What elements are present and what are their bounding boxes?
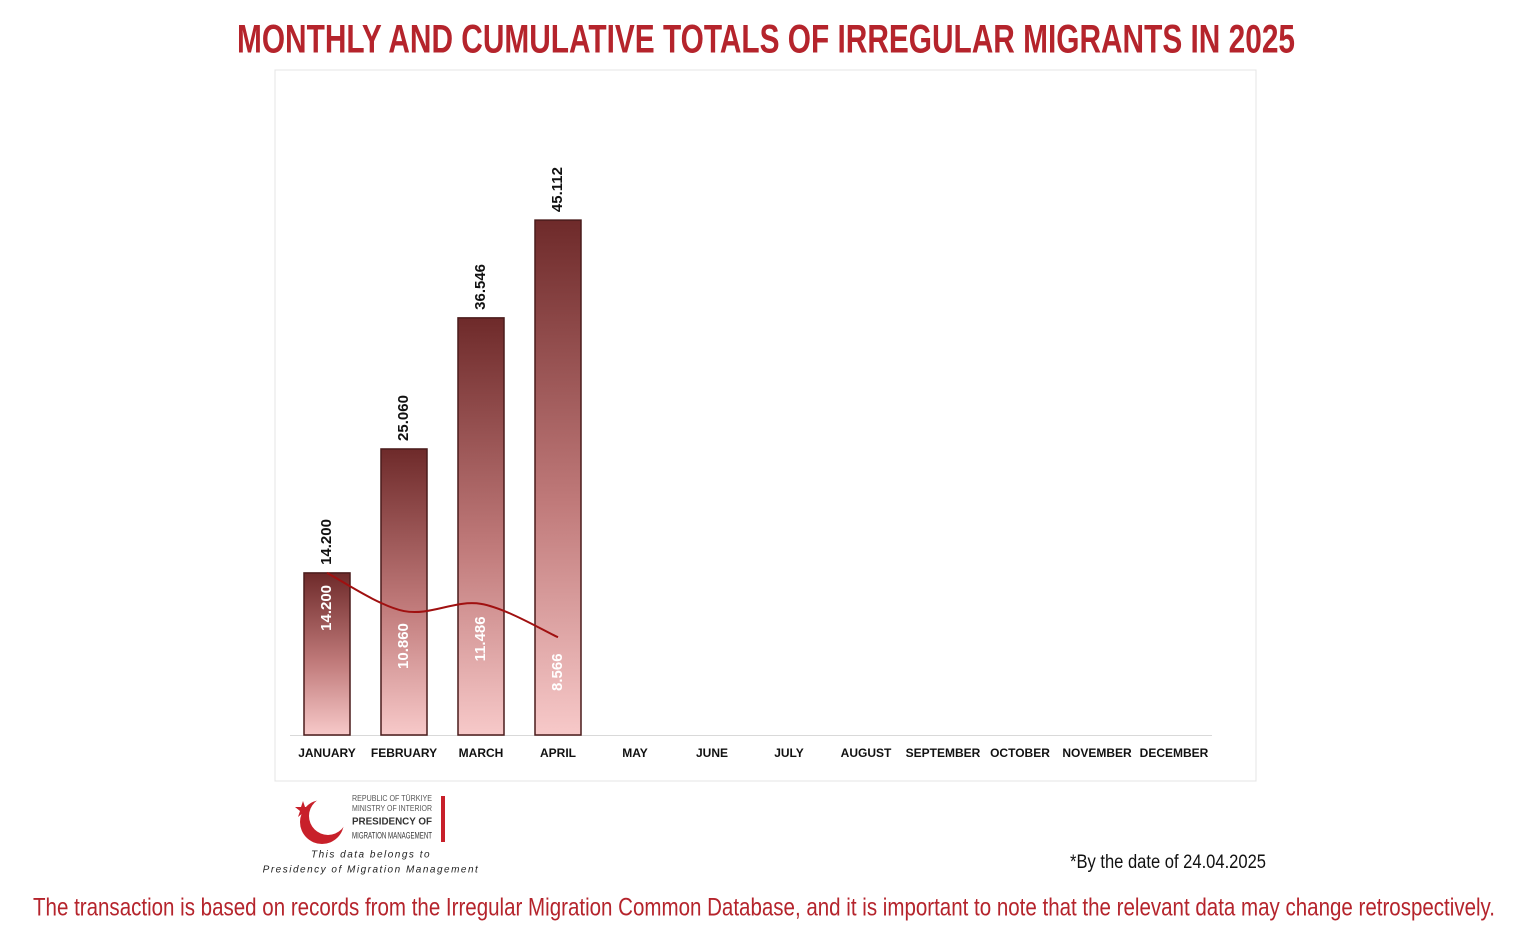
bar-value-label: 36.546 [472,264,489,310]
logo-text: MINISTRY OF INTERIOR [352,804,432,813]
logo: REPUBLIC OF TÜRKIYE MINISTRY OF INTERIOR… [263,794,480,876]
x-tick-label: JULY [774,746,804,760]
line [326,572,559,639]
x-tick-label: OCTOBER [990,746,1050,760]
bar [380,448,428,736]
logo-credit: This data belongs to [311,850,431,861]
bar-value-label: 25.060 [395,395,412,441]
bar [457,317,505,736]
logo-text: MIGRATION MANAGEMENT [352,830,432,840]
bar-value-label: 45.112 [549,167,566,212]
x-tick-label: JANUARY [298,746,356,760]
x-tick-label: JUNE [696,746,728,760]
date-note: *By the date of 24.04.2025 [1070,852,1266,873]
footer-note: The transaction is based on records from… [33,894,1495,922]
line-value-label: 8.566 [549,653,566,691]
bar-value-label: 14.200 [318,519,335,565]
line-value-label: 14.200 [318,585,335,631]
line-value-label: 10.860 [395,623,412,669]
line-value-label: 11.486 [472,616,489,661]
x-tick-label: SEPTEMBER [906,746,981,760]
chart-title: MONTHLY AND CUMULATIVE TOTALS OF IRREGUL… [237,18,1295,62]
x-tick-label: FEBRUARY [371,746,437,760]
logo-text: REPUBLIC OF TÜRKIYE [352,794,432,803]
logo-text: PRESIDENCY OF [352,817,432,828]
logo-credit: Presidency of Migration Management [263,865,480,876]
plot-frame [274,69,1257,782]
x-tick-label: DECEMBER [1140,746,1209,760]
x-tick-label: MARCH [459,746,504,760]
x-tick-label: AUGUST [841,746,892,760]
x-tick-label: NOVEMBER [1062,746,1132,760]
bar [534,219,582,736]
x-tick-label: APRIL [540,746,576,760]
x-tick-label: MAY [622,746,648,760]
